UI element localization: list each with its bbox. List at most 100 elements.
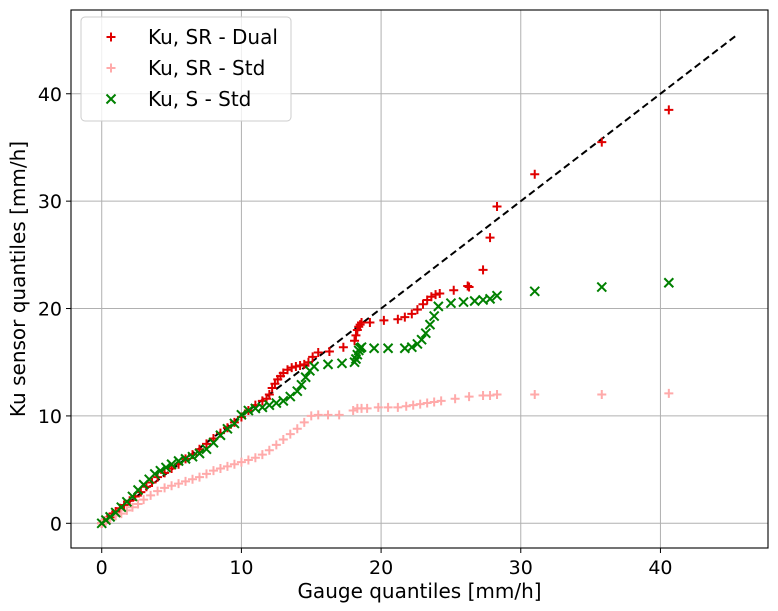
data-point: [433, 301, 444, 312]
legend-item: Ku, SR - Std: [106, 56, 265, 80]
data-point: [400, 312, 410, 322]
data-point: [418, 299, 428, 309]
data-point: [222, 461, 232, 471]
data-point: [264, 389, 274, 399]
data-point: [350, 336, 360, 346]
data-point: [373, 402, 383, 412]
y-tick-label: 20: [38, 299, 62, 321]
data-point: [458, 296, 469, 308]
data-point: [146, 490, 156, 500]
data-point: [485, 391, 495, 401]
data-point: [435, 288, 445, 298]
data-point: [173, 455, 184, 467]
legend-marker: [105, 93, 117, 105]
data-point: [357, 317, 367, 327]
data-point: [166, 459, 177, 470]
data-point: [257, 450, 267, 460]
data-point: [464, 282, 474, 292]
data-point: [201, 469, 211, 479]
x-tick-label: 30: [509, 557, 533, 579]
data-point: [492, 202, 502, 212]
legend-box: [80, 16, 292, 122]
data-point: [153, 486, 163, 496]
plot-frame: [70, 9, 769, 549]
data-point: [484, 293, 496, 305]
data-point: [491, 290, 503, 301]
data-point: [324, 346, 334, 356]
data-point: [308, 361, 320, 372]
data-point: [663, 277, 675, 288]
data-point: [278, 435, 288, 445]
x-tick-label: 20: [369, 557, 393, 579]
data-point: [303, 357, 313, 367]
legend: Ku, SR - Dual Ku, SR - Std Ku, S - Std: [80, 16, 292, 122]
data-point: [422, 398, 432, 408]
data-point: [382, 343, 394, 354]
data-point: [296, 379, 307, 390]
data-point: [295, 360, 305, 370]
data-point: [428, 310, 440, 322]
data-points: [96, 105, 675, 529]
data-point: [412, 305, 422, 315]
data-point: [492, 389, 502, 399]
data-point: [436, 396, 446, 406]
legend-marker: [106, 32, 116, 42]
data-point: [393, 402, 403, 412]
data-point: [167, 481, 177, 491]
data-point: [464, 392, 474, 402]
data-point: [243, 455, 253, 465]
data-point: [338, 342, 348, 352]
data-point: [368, 343, 380, 354]
data-point: [383, 402, 393, 412]
data-point: [160, 483, 170, 493]
data-point: [379, 315, 389, 325]
x-tick-label: 40: [648, 557, 672, 579]
data-point: [351, 330, 361, 340]
data-point: [201, 439, 211, 449]
legend-marker: [106, 63, 116, 73]
data-point: [415, 399, 425, 409]
data-point: [278, 395, 289, 407]
data-point: [445, 297, 457, 309]
data-point: [292, 386, 303, 397]
data-point: [596, 281, 607, 293]
data-point: [416, 334, 427, 345]
data-point: [155, 465, 166, 476]
data-point: [160, 462, 172, 473]
data-point: [323, 410, 333, 420]
data-point: [243, 405, 254, 416]
data-point: [322, 359, 334, 370]
data-point: [285, 391, 296, 402]
data-point: [174, 479, 184, 489]
data-point: [408, 400, 418, 410]
data-point: [348, 406, 358, 416]
data-point: [365, 317, 375, 327]
data-point: [236, 457, 246, 467]
legend-label: Ku, SR - Std: [148, 56, 265, 80]
data-point: [530, 169, 540, 179]
data-point: [336, 358, 348, 369]
data-point: [264, 399, 275, 411]
legend-item: Ku, S - Std: [105, 87, 251, 111]
legend-item: Ku, SR - Dual: [106, 25, 278, 49]
data-point: [463, 281, 473, 291]
y-tick-label: 40: [38, 84, 62, 106]
data-point: [291, 362, 301, 372]
data-point: [406, 341, 418, 353]
x-tick-label: 0: [96, 557, 108, 579]
data-point: [334, 410, 344, 420]
data-point: [429, 397, 439, 407]
axis-ticks: 0 10 20 30 40 0 10 20 30 40: [38, 84, 673, 579]
data-point: [313, 410, 323, 420]
data-point: [529, 286, 540, 297]
data-point: [306, 411, 316, 421]
data-point: [133, 499, 143, 509]
data-point: [308, 352, 318, 362]
data-point: [393, 314, 403, 324]
data-point: [195, 472, 205, 482]
data-point: [257, 402, 268, 413]
data-point: [424, 319, 436, 330]
y-tick-label: 10: [38, 406, 62, 428]
data-point: [149, 468, 161, 480]
